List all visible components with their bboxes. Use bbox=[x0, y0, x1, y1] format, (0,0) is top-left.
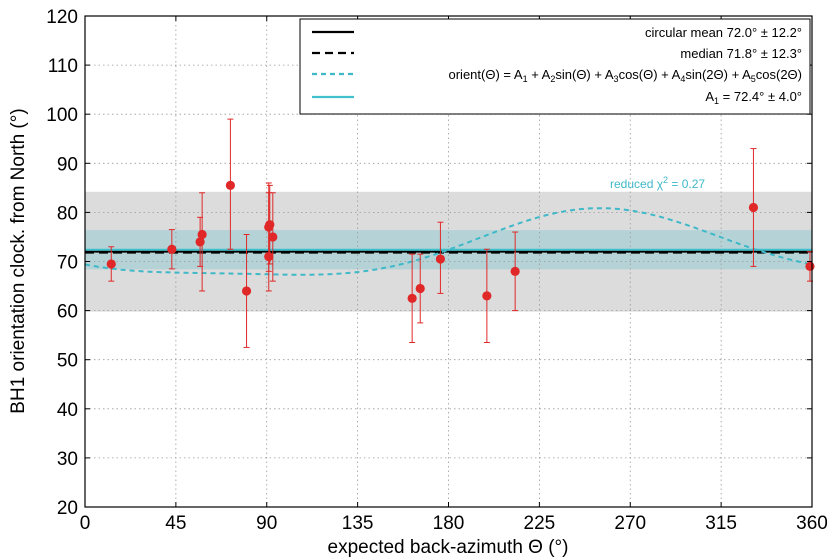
legend-median-label: median 71.8° ± 12.3° bbox=[680, 46, 802, 61]
y-tick-label: 110 bbox=[48, 56, 78, 77]
text-span: A bbox=[705, 89, 714, 104]
x-axis-label: expected back-azimuth Θ (°) bbox=[328, 537, 569, 558]
x-tick-label: 180 bbox=[433, 513, 465, 534]
y-tick-label: 50 bbox=[57, 351, 78, 372]
tick-labels: 0 45 90 135 180 225 270 315 36020304050607080901… bbox=[46, 7, 828, 534]
x-tick-label: 315 bbox=[705, 513, 737, 534]
y-tick-label: 100 bbox=[46, 105, 78, 126]
text-span: 5 bbox=[751, 74, 756, 84]
y-tick-label: 70 bbox=[57, 253, 78, 274]
fit-curve bbox=[85, 207, 812, 276]
text-span: cos(Θ) + A bbox=[619, 67, 681, 82]
x-tick-label: 0 bbox=[80, 513, 91, 534]
y-tick-label: 90 bbox=[57, 154, 78, 175]
y-axis-label: BH1 orientation clock. from North (°) bbox=[8, 108, 29, 413]
x-tick-label: 360 bbox=[796, 513, 828, 534]
text-span: cos(2Θ) bbox=[756, 67, 802, 82]
data-point bbox=[225, 180, 235, 190]
x-tick-label: 225 bbox=[524, 513, 556, 534]
text-span: 1 bbox=[523, 74, 528, 84]
reference-lines bbox=[85, 207, 812, 276]
text-span: sin(Θ) + A bbox=[555, 67, 613, 82]
data-point bbox=[510, 266, 520, 276]
text-span: sin(2Θ) + A bbox=[685, 67, 751, 82]
data-point bbox=[106, 259, 116, 269]
y-tick-label: 20 bbox=[57, 498, 78, 519]
legend-mean-label: circular mean 72.0° ± 12.2° bbox=[645, 25, 802, 40]
x-tick-label: 135 bbox=[342, 513, 374, 534]
text-span: + A bbox=[528, 67, 551, 82]
text-span: 1 bbox=[714, 96, 719, 106]
data-point bbox=[167, 244, 177, 254]
x-tick-label: 270 bbox=[614, 513, 646, 534]
y-tick-label: 60 bbox=[57, 302, 78, 323]
data-point bbox=[265, 220, 275, 230]
legend-a1-label: A1 = 72.4° ± 4.0° bbox=[705, 89, 802, 106]
data-point bbox=[407, 293, 417, 303]
data-point bbox=[195, 237, 205, 247]
x-tick-label: 45 bbox=[165, 513, 186, 534]
y-tick-label: 80 bbox=[57, 203, 78, 224]
text-span: 2 bbox=[663, 175, 668, 185]
text-span: = 72.4° ± 4.0° bbox=[719, 89, 802, 104]
y-tick-label: 40 bbox=[57, 400, 78, 421]
data-point bbox=[268, 232, 278, 242]
text-span: reduced χ bbox=[610, 177, 664, 191]
data-point bbox=[197, 229, 207, 240]
text-span: 4 bbox=[680, 74, 685, 84]
x-tick-label: 90 bbox=[256, 513, 277, 534]
legend-box bbox=[299, 18, 811, 115]
data-point bbox=[241, 286, 252, 296]
data-points bbox=[106, 180, 815, 303]
data-point bbox=[805, 261, 815, 272]
legend: circular mean 72.0° ± 12.2° median 71.8°… bbox=[299, 18, 811, 115]
legend-fit-label: orient(Θ) = A1 + A2sin(Θ) + A3cos(Θ) + A… bbox=[449, 67, 803, 84]
data-point bbox=[748, 202, 759, 213]
data-point bbox=[482, 291, 492, 301]
data-point bbox=[415, 283, 425, 294]
reduced-chi-squared-annotation: reduced χ2 = 0.27 bbox=[610, 175, 705, 191]
text-span: 2 bbox=[550, 74, 555, 84]
text-span: 3 bbox=[614, 74, 619, 84]
data-point bbox=[435, 254, 446, 264]
y-tick-label: 120 bbox=[46, 7, 78, 28]
data-point bbox=[264, 251, 274, 262]
text-span: orient(Θ) = A bbox=[449, 67, 523, 82]
y-tick-label: 30 bbox=[57, 449, 78, 470]
text-span: = 0.27 bbox=[668, 177, 705, 191]
